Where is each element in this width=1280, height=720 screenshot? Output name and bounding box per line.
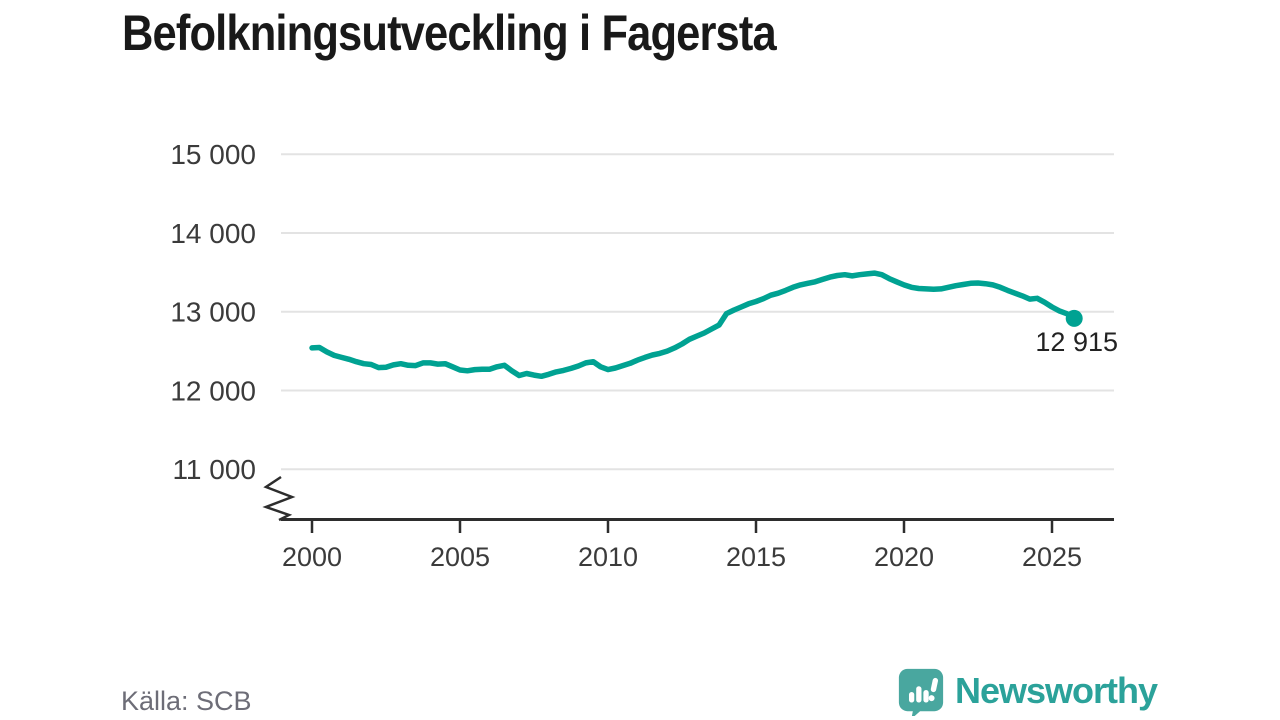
chart-title: Befolkningsutveckling i Fagersta [122, 5, 777, 61]
logo-exclamation-icon [928, 677, 939, 702]
y-tick-label: 14 000 [170, 218, 256, 249]
series-end-value-label: 12 915 [1035, 327, 1118, 357]
y-tick-label: 12 000 [170, 375, 256, 406]
y-tick-label: 13 000 [170, 297, 256, 328]
newsworthy-logo-icon [898, 668, 944, 716]
source-note: Källa: SCB [121, 686, 252, 716]
population-line [309, 270, 1077, 380]
brand-name: Newsworthy [955, 670, 1158, 711]
logo-bar-icon [916, 686, 922, 703]
logo-bar-icon [908, 691, 915, 703]
y-tick-label: 15 000 [170, 139, 256, 170]
x-tick-label: 2025 [1022, 542, 1082, 572]
logo-bar-icon [923, 690, 929, 703]
y-tick-label: 11 000 [172, 454, 256, 485]
series-end-dot [1065, 309, 1083, 327]
x-tick-label: 2005 [430, 542, 490, 572]
x-tick-label: 2020 [874, 542, 934, 572]
x-tick-label: 2015 [726, 542, 786, 572]
x-tick-label: 2000 [282, 542, 342, 572]
newsworthy-brand: Newsworthy [896, 666, 1158, 716]
axis-break-icon [262, 475, 296, 522]
x-tick-label: 2010 [578, 542, 638, 572]
